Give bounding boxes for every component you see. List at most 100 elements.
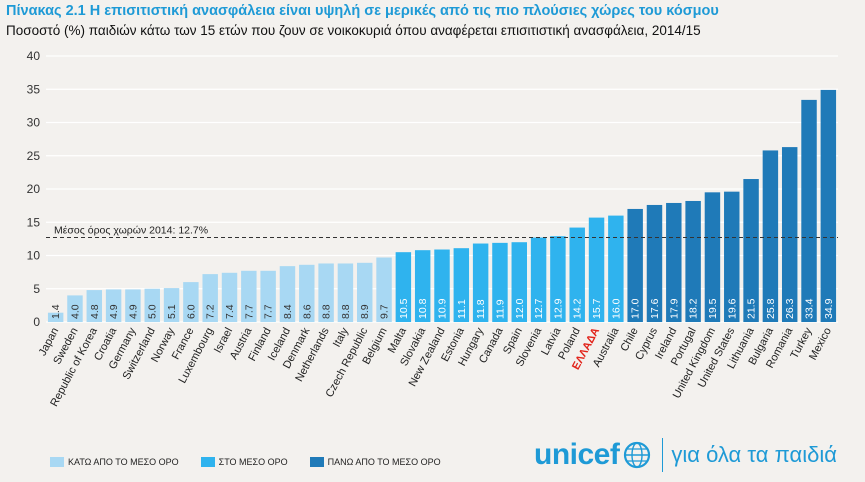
- bar: [144, 288, 160, 322]
- bar-value-label: 25.8: [765, 298, 777, 319]
- legend-swatch-below: [50, 457, 64, 467]
- bar: [704, 192, 721, 322]
- bar: [337, 263, 354, 322]
- bar-value-label: 33.4: [804, 298, 816, 319]
- bar-value-label: 6.0: [185, 304, 197, 319]
- legend-label-at: ΣΤΟ ΜΕΣΟ ΟΡΟ: [218, 457, 288, 467]
- bar-value-label: 7.7: [243, 304, 255, 319]
- bar-value-label: 9.7: [379, 304, 391, 319]
- bar-value-label: 8.6: [301, 304, 313, 319]
- bar-value-label: 10.8: [417, 298, 429, 319]
- bar-value-label: 26.3: [784, 298, 796, 319]
- legend-label-below: ΚΑΤΩ ΑΠΟ ΤΟ ΜΕΣΟ ΟΡΟ: [68, 457, 179, 467]
- bar-value-label: 4.8: [89, 304, 101, 319]
- chart-legend: ΚΑΤΩ ΑΠΟ ΤΟ ΜΕΣΟ ΟΡΟ ΣΤΟ ΜΕΣΟ ΟΡΟ ΠΑΝΩ Α…: [50, 457, 463, 467]
- bar: [125, 289, 141, 322]
- y-tick-label: 25: [27, 149, 41, 163]
- bar-value-label: 17.9: [668, 298, 680, 319]
- logo-separator: [662, 438, 664, 472]
- bar: [357, 262, 373, 322]
- bar-value-label: 7.4: [224, 304, 236, 319]
- y-tick-label: 15: [27, 215, 41, 229]
- bar-value-label: 8.8: [321, 304, 333, 319]
- bar-value-label: 12.7: [533, 298, 545, 319]
- bar: [434, 249, 450, 322]
- bar-value-label: 8.9: [359, 304, 371, 319]
- bar-value-label: 14.2: [572, 298, 584, 319]
- bar: [801, 99, 817, 322]
- logo-tagline: για όλα τα παιδιά: [671, 442, 837, 467]
- bar: [105, 289, 122, 322]
- bar-value-label: 19.6: [726, 298, 738, 319]
- bar: [608, 215, 624, 322]
- bar-value-label: 10.5: [398, 298, 410, 319]
- bar: [260, 270, 276, 322]
- bar-value-label: 7.7: [263, 304, 275, 319]
- unicef-logo: unicef για όλα τα παιδιά: [534, 438, 837, 472]
- average-line-label: Μέσος όρος χωρών 2014: 12.7%: [54, 225, 208, 237]
- bar: [588, 217, 605, 322]
- bar-value-label: 34.9: [823, 298, 835, 319]
- bar-value-label: 17.0: [630, 298, 642, 319]
- legend-swatch-above: [309, 457, 324, 467]
- bar: [820, 89, 837, 322]
- legend-item-below: ΚΑΤΩ ΑΠΟ ΤΟ ΜΕΣΟ ΟΡΟ: [50, 457, 179, 467]
- bar: [67, 295, 83, 322]
- bar: [472, 243, 489, 322]
- bar-value-label: 18.2: [688, 298, 700, 319]
- bar: [163, 288, 180, 322]
- bar: [781, 147, 798, 322]
- bar: [376, 257, 392, 322]
- bar: [453, 248, 470, 322]
- unicef-globe-icon: [624, 441, 651, 469]
- bar: [666, 202, 682, 322]
- bar-value-label: 1.4: [50, 304, 62, 319]
- y-tick-label: 30: [27, 116, 41, 130]
- bar-value-label: 8.4: [282, 304, 294, 319]
- bar-value-label: 16.0: [610, 298, 622, 319]
- bar-value-label: 11.9: [494, 299, 506, 319]
- bar-value-label: 11.1: [456, 299, 468, 319]
- logo-word: unicef: [534, 438, 620, 471]
- bar: [279, 266, 296, 322]
- bar: [511, 242, 527, 322]
- y-tick-label: 5: [33, 282, 40, 296]
- bar: [183, 282, 199, 322]
- bar: [646, 204, 663, 322]
- bar: [414, 250, 431, 322]
- bar-value-label: 17.6: [649, 298, 661, 319]
- bar: [627, 208, 643, 322]
- bar-value-label: 11.8: [475, 299, 487, 319]
- bar-value-label: 4.0: [69, 304, 81, 319]
- bar-value-label: 5.1: [166, 304, 178, 319]
- bar-value-label: 21.5: [746, 298, 758, 319]
- bar: [47, 312, 64, 322]
- bar-value-label: 5.0: [147, 304, 159, 319]
- y-tick-label: 0: [33, 315, 40, 329]
- bar-value-label: 19.5: [707, 298, 719, 319]
- bar: [318, 263, 334, 322]
- bar: [743, 179, 759, 322]
- bar-value-label: 12.9: [552, 298, 564, 319]
- bar: [530, 237, 547, 322]
- bar: [550, 236, 566, 322]
- chart-title: Πίνακας 2.1 Η επισιτιστική ανασφάλεια εί…: [6, 3, 719, 19]
- bar-value-label: 4.9: [108, 304, 120, 319]
- bar-value-label: 8.8: [340, 304, 352, 319]
- bar: [724, 191, 740, 322]
- legend-swatch-at: [200, 457, 215, 467]
- legend-label-above: ΠΑΝΩ ΑΠΟ ΤΟ ΜΕΣΟ ΟΡΟ: [327, 457, 441, 467]
- bar: [86, 290, 103, 322]
- bar: [241, 270, 257, 322]
- y-tick-label: 10: [27, 249, 41, 263]
- legend-item-at: ΣΤΟ ΜΕΣΟ ΟΡΟ: [200, 457, 288, 467]
- bar-value-label: 10.9: [437, 298, 449, 319]
- bar-value-label: 4.9: [127, 304, 139, 319]
- bar: [299, 264, 315, 322]
- bar: [395, 252, 412, 322]
- bar-value-label: 15.7: [591, 298, 603, 319]
- chart-subtitle: Ποσοστό (%) παιδιών κάτω των 15 ετών που…: [6, 23, 701, 38]
- bar: [492, 242, 508, 322]
- bar-chart: 05101520253035401.4Japan4.0Sweden4.8Repu…: [27, 49, 838, 409]
- bar-value-label: 7.2: [205, 304, 217, 319]
